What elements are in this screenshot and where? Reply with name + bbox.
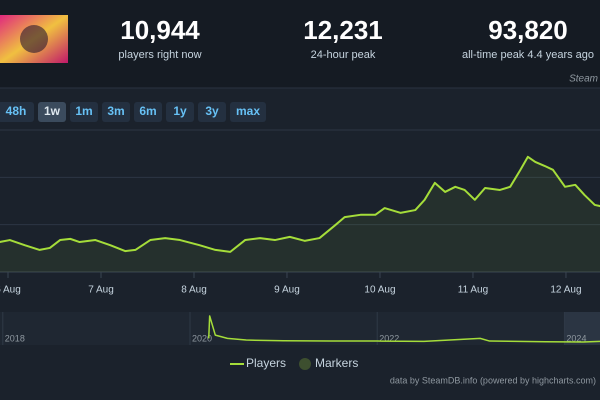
x-tick-label: 9 Aug [274,285,300,296]
range-button-label[interactable]: max [236,104,260,118]
stat-value: 10,944 [120,15,200,45]
series-area [0,156,600,272]
range-button[interactable] [0,102,34,122]
x-tick-label: 2020 [192,333,212,343]
series-line [207,315,600,343]
stat-label: players right now [118,49,201,61]
x-tick-label: 7 Aug [88,285,114,296]
stat-value: 12,231 [303,15,383,45]
x-tick-label: 2024 [566,333,586,343]
x-tick-label: 12 Aug [550,285,581,296]
navigator-bg [0,312,600,345]
range-button[interactable] [70,102,98,122]
range-button[interactable] [134,102,162,122]
range-button-label[interactable]: 1y [173,104,187,118]
legend-label[interactable]: Players [246,356,286,370]
legend-marker [299,358,311,370]
range-button[interactable] [166,102,194,122]
header-bg [0,0,600,88]
stat-value: 93,820 [488,15,568,45]
x-tick-label: 8 Aug [181,285,207,296]
x-tick-label: 6 Aug [0,285,21,296]
legend-label[interactable]: Markers [315,356,358,370]
range-button[interactable] [38,102,66,122]
stat-label: all-time peak 4.4 years ago [462,49,594,61]
range-button-label[interactable]: 1m [75,104,92,118]
game-art-detail [20,25,48,53]
range-button[interactable] [198,102,226,122]
range-button-label[interactable]: 6m [139,104,156,118]
source-tag: Steam [569,74,598,85]
credit: data by SteamDB.info (powered by highcha… [390,375,596,385]
range-button-label[interactable]: 48h [6,104,27,118]
stat-label: 24-hour peak [311,49,376,61]
range-button-label[interactable]: 1w [44,104,61,118]
range-button[interactable] [102,102,130,122]
series-line [0,155,600,253]
range-button-label[interactable]: 3m [107,104,124,118]
x-tick-label: 2018 [5,333,25,343]
navigator-window[interactable] [565,312,600,345]
range-button[interactable] [230,102,266,122]
x-tick-label: 11 Aug [458,285,488,296]
range-button-label[interactable]: 3y [205,104,219,118]
x-tick-label: 2022 [379,333,399,343]
x-tick-label: 10 Aug [364,285,395,296]
